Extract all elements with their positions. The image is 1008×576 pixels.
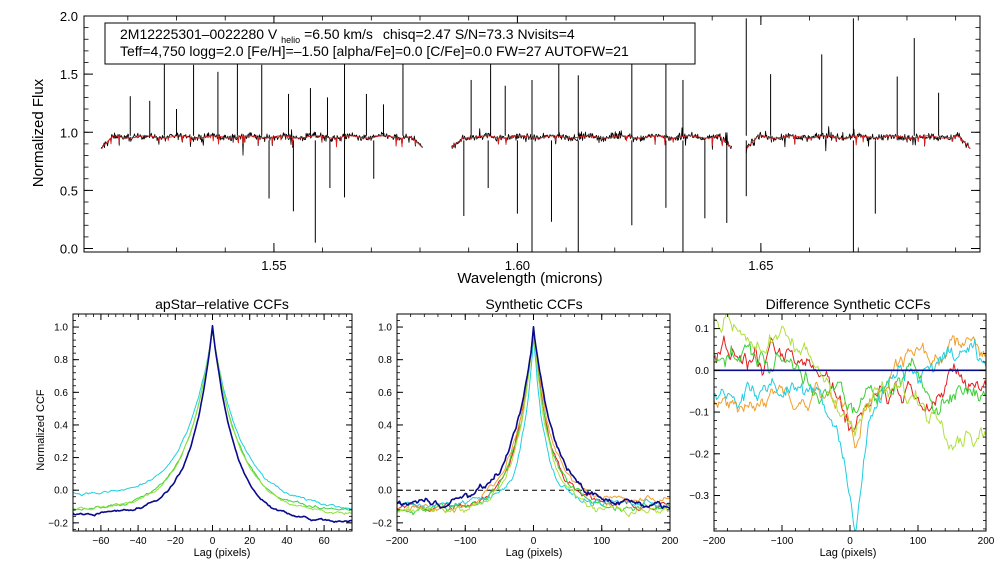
apstar_ccf-series-visit2 [72,330,353,511]
apstar_ccf-ytick-label: 1.0 [54,323,68,334]
synthetic_ccf-series-visit3 [396,331,671,516]
synthetic-ccf-xlabel: Lag (pixels) [506,547,563,559]
synthetic_ccf-xtick-label: −200 [386,536,409,547]
apstar_ccf-ytick-label: −0.2 [48,518,68,529]
apstar_ccf-xtick-label: −40 [130,536,147,547]
synthetic-ccf-panel: Synthetic CCFs −200 −100 0 100 200 −0.2 0.0 0.2… [372,296,679,559]
spectrum-ytick-label: 0.0 [60,242,78,257]
difference_ccf-xtick-label: 200 [978,536,995,547]
info-vhelio-prefix: V [268,26,278,42]
info-box-frame [104,22,696,65]
synthetic_ccf-series-visit4 [396,335,671,510]
spectrum-model-segment-1 [100,135,423,150]
spectrum-model-segment-2 [451,135,733,149]
synthetic_ccf-frame [396,313,671,532]
apstar_ccf-series-visit3 [72,328,353,515]
apstar_ccf-xtick-label: 40 [281,536,293,547]
apstar-ccf-traces [72,324,353,524]
spectrum-observed-segment-3 [745,126,971,154]
synthetic_ccf-ytick-label: 0.4 [378,420,392,431]
spectrum-frame [83,15,981,253]
difference_ccf-xtick-label: −100 [771,536,794,547]
apstar_ccf-ytick-label: 0.8 [54,355,68,366]
difference_ccf-series-visit5 [713,313,987,451]
difference-ccf-axes: −200 −100 0 100 200 −0.3 −0.2 −0.1 0.0 0.1 [689,313,995,547]
synthetic_ccf-ytick-label: 0.8 [378,355,392,366]
apstar-ccf-panel: apStar–relative CCFs −60 −40 −20 0 20 40 60 −0.… [35,296,353,559]
spectrum-ytick-label: 1.0 [60,125,78,140]
info-object: 2M12225301–0022280 [120,26,264,42]
synthetic_ccf-series-visit2 [396,328,671,513]
synthetic-ccf-title: Synthetic CCFs [485,296,582,312]
spectrum-ytick-label: 2.0 [60,9,78,24]
spectrum-xtick-label: 1.60 [505,258,530,273]
apstar_ccf-xtick-label: 60 [319,536,331,547]
spectrum-traces [100,18,971,252]
synthetic_ccf-xtick-label: 100 [593,536,610,547]
synthetic_ccf-series-visit1 [396,326,671,512]
apstar_ccf-xtick-label: −60 [92,536,109,547]
synthetic-ccf-traces [396,325,671,518]
spectrum-xlabel: Wavelength (microns) [457,270,602,287]
synthetic_ccf-xtick-label: 200 [662,536,679,547]
difference-ccf-title: Difference Synthetic CCFs [766,296,931,312]
difference_ccf-xtick-label: 100 [910,536,927,547]
synthetic-ccf-axes: −200 −100 0 100 200 −0.2 0.0 0.2 0.4 0.6 0.8 1.0 [372,313,679,547]
synthetic_ccf-ytick-label: −0.2 [372,518,392,529]
synthetic_ccf-xtick-label: 0 [531,536,537,547]
apstar_ccf-xtick-label: −20 [167,536,184,547]
difference_ccf-ytick-label: 0.1 [695,324,709,335]
spectrum-axes: 1.55 1.60 1.65 0.0 0.5 1.0 1.5 2.0 [60,9,981,273]
apstar_ccf-series-visit1 [72,330,353,510]
difference_ccf-series-visit2 [713,335,987,449]
difference_ccf-ytick-label: −0.1 [689,408,709,419]
difference_ccf-ytick-label: −0.3 [689,491,709,502]
apstar_ccf-frame [72,313,353,532]
spectrum-ytick-label: 0.5 [60,183,78,198]
info-stats: chisq=2.47 S/N=73.3 Nvisits=4 [383,26,575,42]
spectrum-panel: 1.55 1.60 1.65 0.0 0.5 1.0 1.5 2.0 Normalized F… [30,9,981,287]
spectrum-xtick-label: 1.65 [748,258,773,273]
info-vhelio-value: =6.50 km/s [304,26,373,42]
apstar_ccf-xtick-label: 0 [210,536,216,547]
difference_ccf-xtick-label: −200 [703,536,726,547]
synthetic_ccf-ytick-label: 1.0 [378,323,392,334]
info-box: 2M12225301–0022280 V helio =6.50 km/s ch… [104,22,696,65]
apstar-ccf-axes: −60 −40 −20 0 20 40 60 −0.2 0.0 0.2 0.4 0.6 0.8 1.0 [48,313,353,547]
difference_ccf-xtick-label: 0 [847,536,853,547]
apstar-ccf-title: apStar–relative CCFs [155,296,289,312]
apstar_ccf-series-combined [72,324,353,524]
difference_ccf-ytick-label: 0.0 [695,366,709,377]
spectrum-xtick-label: 1.55 [261,258,286,273]
difference-ccf-panel: Difference Synthetic CCFs −200 −100 0 100 20… [689,296,995,559]
apstar_ccf-ytick-label: 0.4 [54,420,68,431]
difference_ccf-series-visit3 [713,341,987,415]
spectrum-ytick-label: 1.5 [60,67,78,82]
difference_ccf-series-visit4 [713,338,987,532]
spectrum-ylabel: Normalized Flux [30,78,47,187]
apstar_ccf-ytick-label: 0.0 [54,486,68,497]
apstar_ccf-xtick-label: 20 [244,536,256,547]
info-vhelio-subscript: helio [281,35,300,45]
spectrum-model-segment-3 [745,135,971,150]
apstar_ccf-ytick-label: 0.2 [54,453,68,464]
difference_ccf-series-visit1 [713,335,987,432]
synthetic_ccf-ytick-label: 0.0 [378,486,392,497]
apstar_ccf-ytick-label: 0.6 [54,388,68,399]
synthetic_ccf-ytick-label: 0.6 [378,388,392,399]
difference-ccf-traces [713,313,987,532]
synthetic_ccf-ytick-label: 0.2 [378,453,392,464]
synthetic_ccf-series-visit5 [396,331,671,518]
info-line-2: Teff=4,750 logg=2.0 [Fe/H]=–1.50 [alpha/… [120,43,629,59]
spectrum-observed-segment-2 [451,127,733,150]
synthetic_ccf-series-combined [396,325,671,510]
synthetic_ccf-xtick-label: −100 [454,536,477,547]
difference_ccf-ytick-label: −0.2 [689,449,709,460]
info-line-1: 2M12225301–0022280 V helio =6.50 km/s ch… [120,26,575,46]
apstar-ccf-ylabel: Normalized CCF [35,389,47,471]
apstar-ccf-xlabel: Lag (pixels) [194,547,251,559]
difference-ccf-xlabel: Lag (pixels) [820,547,877,559]
